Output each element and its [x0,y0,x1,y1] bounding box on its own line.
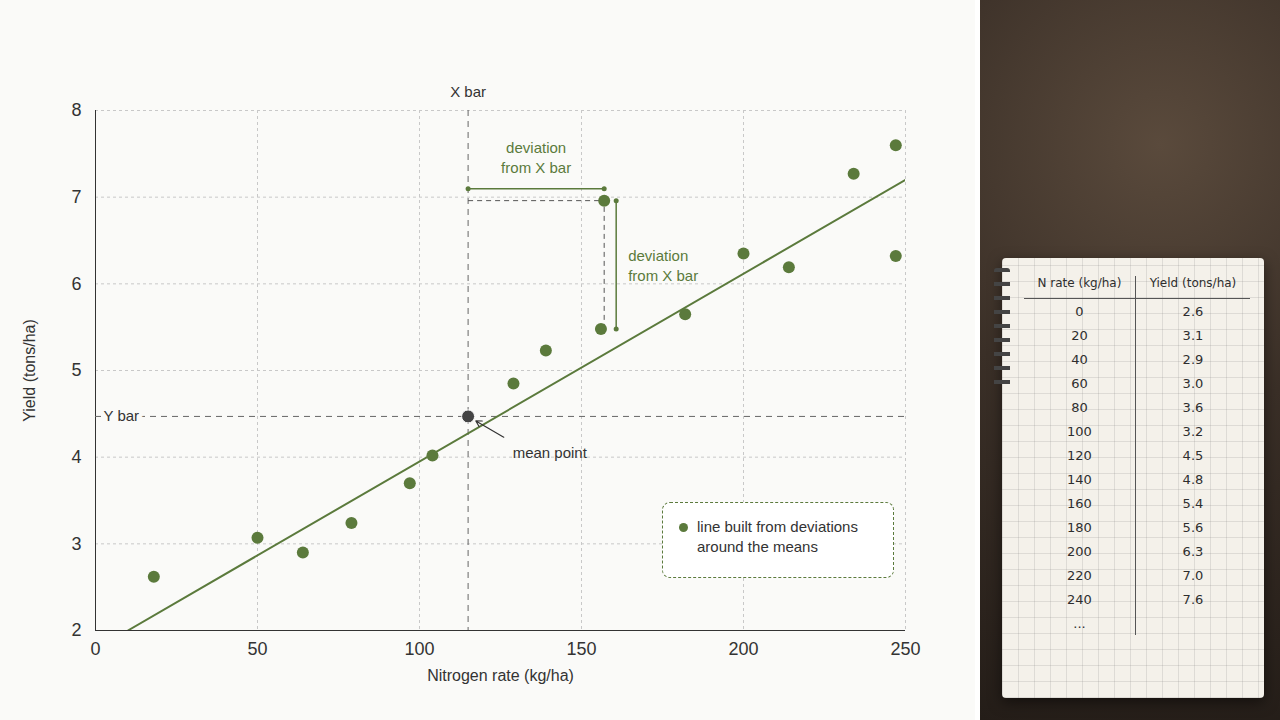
html-text:7.0: 7.0 [1182,567,1204,583]
html-text:240: 240 [1067,591,1092,607]
html-text:140: 140 [1067,471,1092,487]
html-text:20: 20 [1071,327,1088,343]
svg-text:3: 3 [71,534,81,554]
html-text:6.3: 6.3 [1182,543,1204,559]
html-text:40: 40 [1071,351,1088,367]
html-text:2.6: 2.6 [1182,303,1204,319]
html-text:3.0: 3.0 [1182,375,1204,391]
svg-text:6: 6 [71,274,81,294]
html-text:4.8: 4.8 [1182,471,1204,487]
svg-text:4: 4 [71,447,81,467]
html-text:0: 0 [1075,303,1084,319]
html-text:220: 220 [1067,567,1092,583]
svg-text:Yield (tons/ha): Yield (tons/ha) [21,319,38,422]
html-text:100: 100 [1067,423,1092,439]
html-text:120: 120 [1067,447,1092,463]
html-text:5.6: 5.6 [1182,519,1204,535]
svg-text:150: 150 [566,639,596,659]
html-text:Yield (tons/ha): Yield (tons/ha) [1149,276,1237,290]
svg-text:X bar: X bar [450,83,486,100]
html-text:line built from deviations aro: line built from deviations around the me… [697,518,858,555]
svg-text:100: 100 [404,639,434,659]
svg-text:Nitrogen rate (kg/ha): Nitrogen rate (kg/ha) [427,667,574,684]
html-text:200: 200 [1067,543,1092,559]
html-text:180: 180 [1067,519,1092,535]
svg-text:5: 5 [71,360,81,380]
svg-text:deviationfrom X bar: deviationfrom X bar [501,139,571,176]
html-text:3.2: 3.2 [1182,423,1204,439]
html-text:2.9: 2.9 [1182,351,1204,367]
svg-text:Y bar: Y bar [104,407,140,424]
html-text:60: 60 [1071,375,1088,391]
html-text:7.6: 7.6 [1182,591,1204,607]
svg-text:250: 250 [890,639,920,659]
svg-text:8: 8 [71,100,81,120]
svg-text:0: 0 [90,639,100,659]
html-text:3.1: 3.1 [1182,327,1204,343]
html-text:N rate (kg/ha): N rate (kg/ha) [1037,276,1122,290]
svg-text:deviationfrom X bar: deviationfrom X bar [628,247,698,283]
html-text:4.5: 4.5 [1182,447,1204,463]
html-text:5.4: 5.4 [1182,495,1204,511]
html-text:3.6: 3.6 [1182,399,1204,415]
svg-text:50: 50 [247,639,267,659]
html-text:160: 160 [1067,495,1092,511]
svg-text:2: 2 [71,620,81,640]
html-text:80: 80 [1071,399,1088,415]
svg-text:mean point: mean point [513,444,588,461]
svg-text:7: 7 [71,187,81,207]
svg-text:200: 200 [728,639,758,659]
